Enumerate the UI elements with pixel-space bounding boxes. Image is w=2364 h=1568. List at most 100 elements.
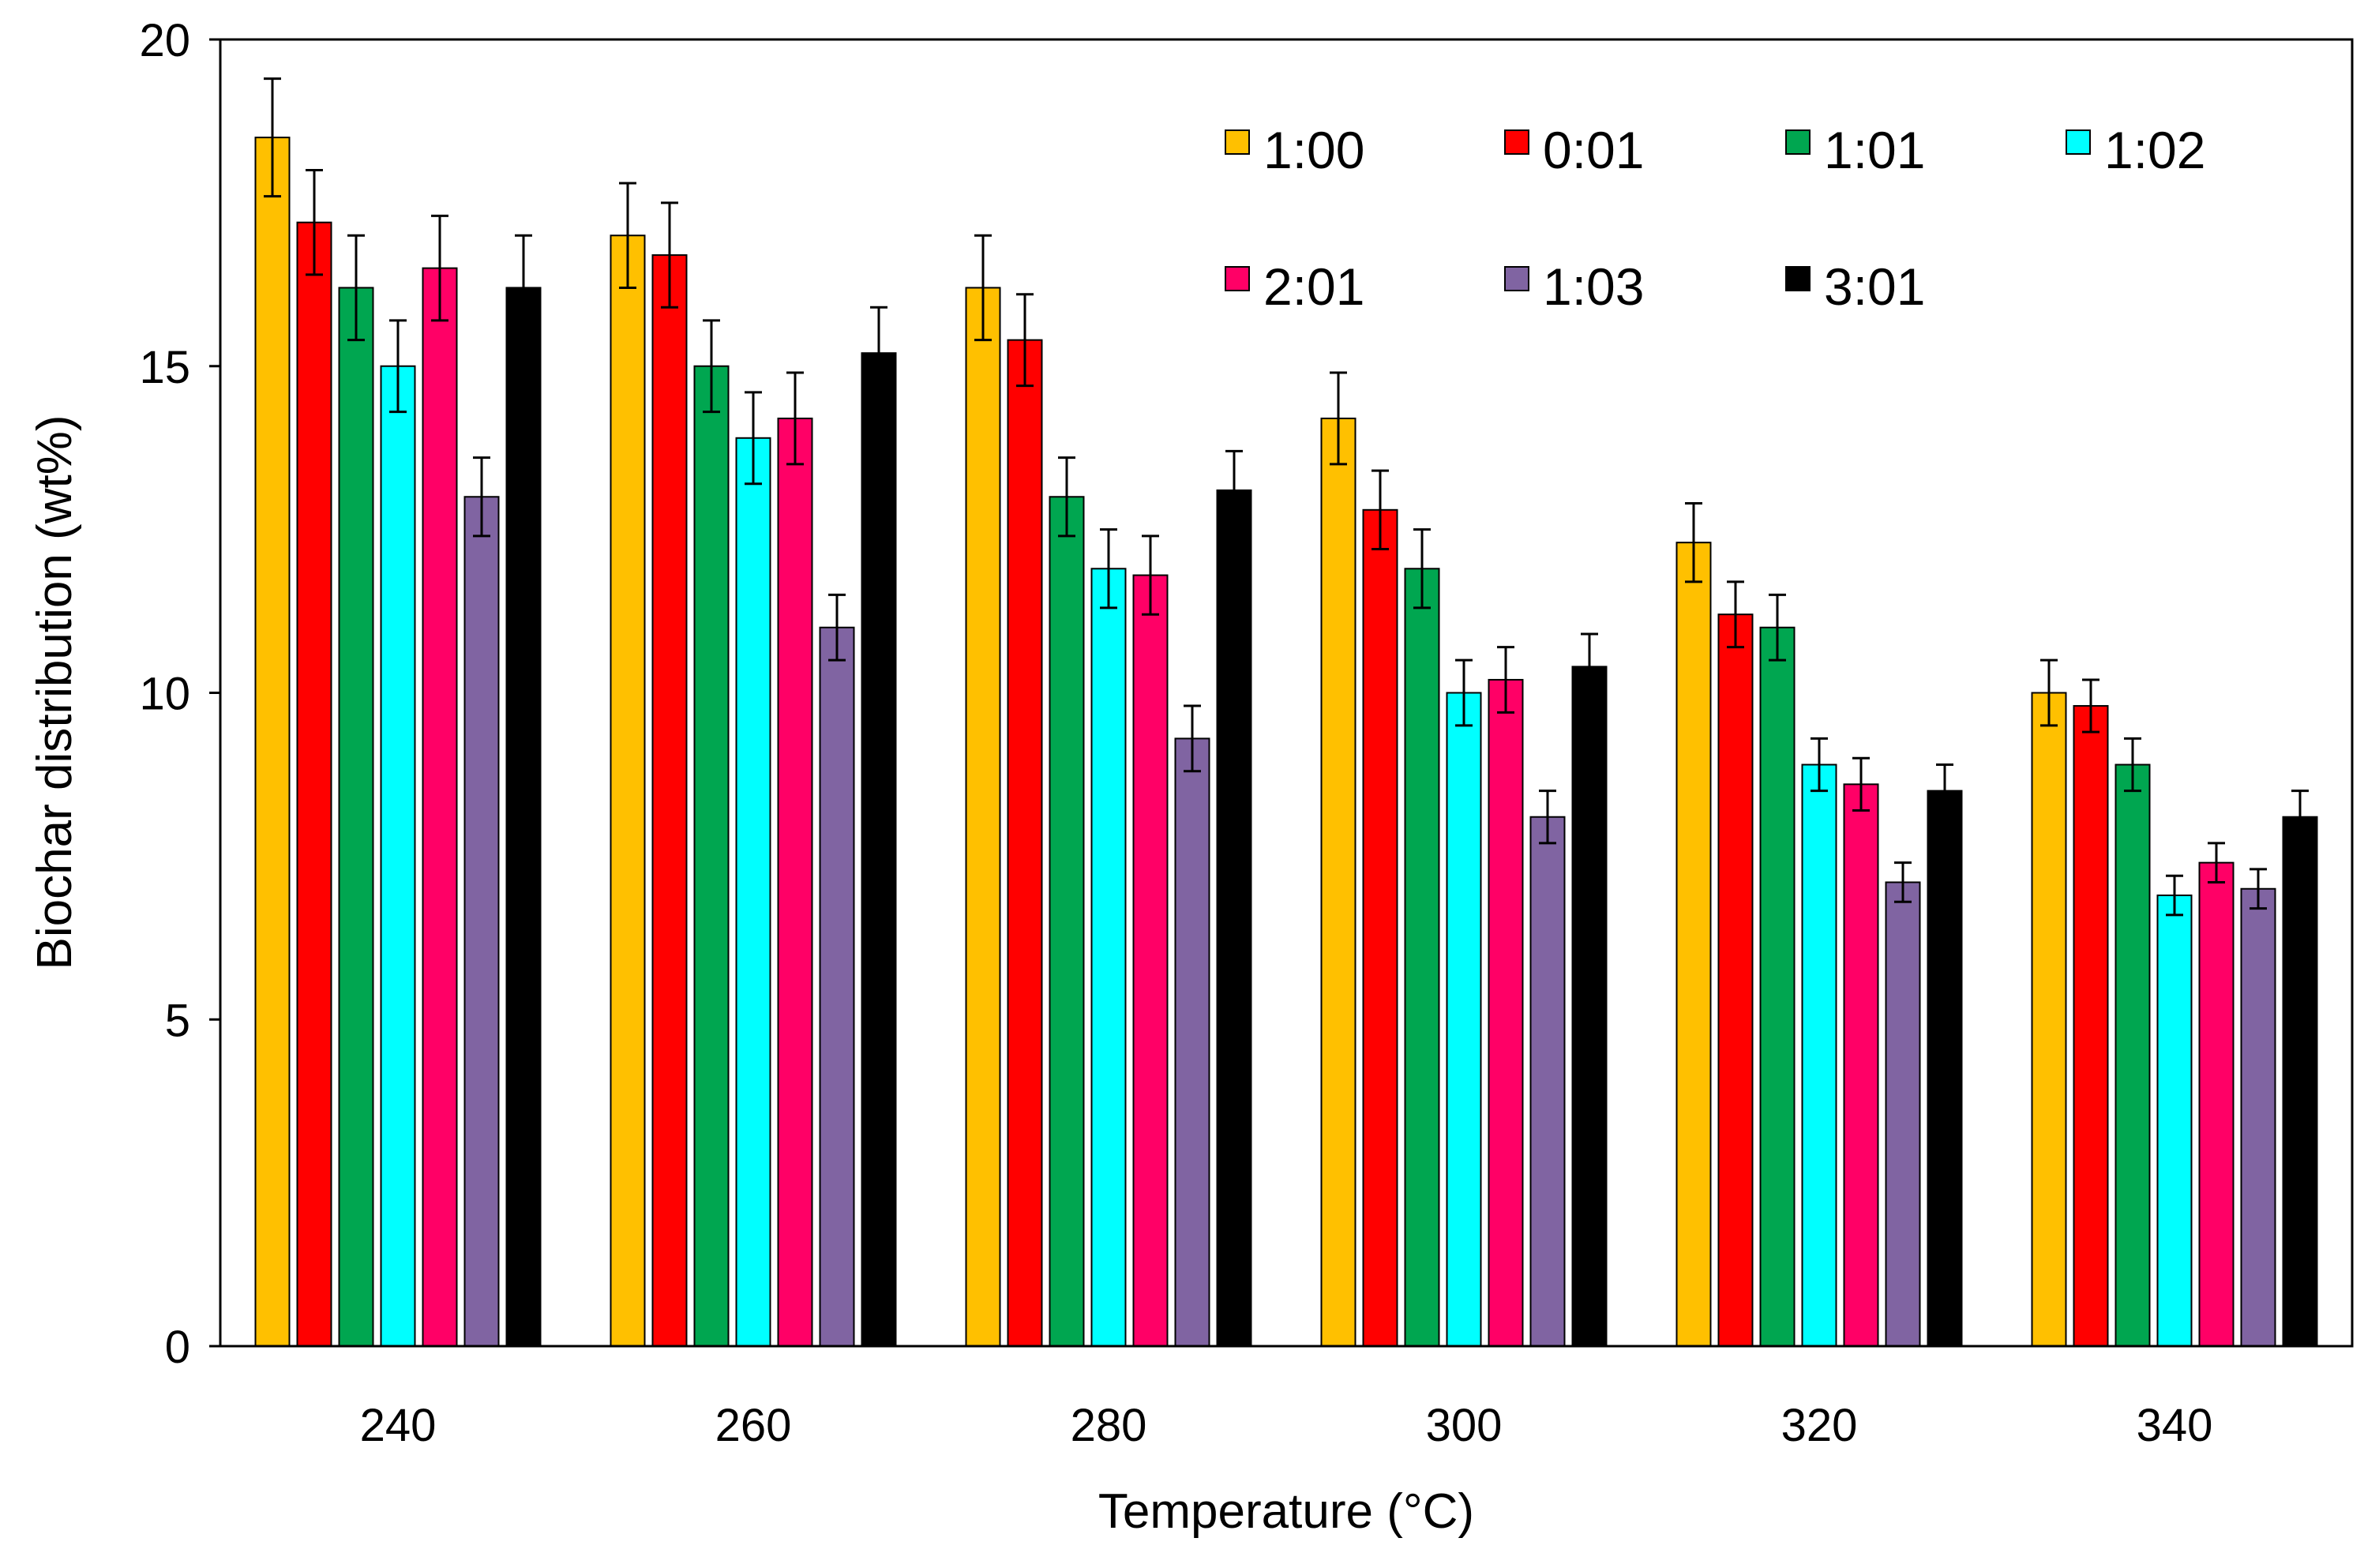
error-bar-260-series-6 (828, 593, 846, 662)
bar-300-series-1 (1320, 417, 1356, 1348)
legend-label: 0:01 (1543, 121, 1644, 179)
error-bar-340-series-2 (2082, 678, 2099, 733)
x-tick-label: 320 (1781, 1400, 1858, 1451)
error-bar-300-series-7 (1581, 632, 1598, 701)
x-tick-label: 260 (715, 1400, 792, 1451)
error-bar-300-series-3 (1413, 528, 1431, 610)
bar-260-series-3 (693, 365, 730, 1347)
legend-label: 1:03 (1543, 257, 1644, 316)
x-tick-label: 280 (1071, 1400, 1147, 1451)
error-bar-300-series-2 (1371, 469, 1389, 550)
legend-swatch (1785, 266, 1811, 291)
error-bar-320-series-1 (1685, 502, 1702, 583)
bar-280-series-5 (1132, 574, 1169, 1347)
bar-320-series-2 (1717, 613, 1754, 1347)
y-tick-label: 0 (165, 1322, 190, 1373)
error-bar-240-series-6 (473, 456, 490, 538)
bar-280-series-4 (1090, 568, 1127, 1347)
bar-240-series-1 (254, 137, 291, 1347)
bar-240-series-3 (338, 287, 374, 1348)
error-bar-280-series-7 (1225, 449, 1243, 531)
bar-260-series-2 (651, 254, 688, 1348)
error-bar-340-series-3 (2124, 737, 2141, 793)
bar-260-series-6 (819, 626, 855, 1347)
bar-340-series-6 (2240, 887, 2276, 1347)
error-bar-320-series-4 (1811, 737, 1828, 793)
legend-item-5: 2:01 (1225, 257, 1364, 316)
legend-swatch (1785, 129, 1811, 155)
bar-240-series-7 (505, 287, 542, 1348)
bar-340-series-4 (2156, 895, 2193, 1347)
legend-swatch (1225, 129, 1250, 155)
bar-240-series-5 (422, 267, 458, 1347)
bar-280-series-1 (965, 287, 1001, 1348)
bar-300-series-3 (1404, 568, 1440, 1347)
legend-label: 2:01 (1263, 257, 1364, 316)
legend-item-3: 1:01 (1785, 121, 1925, 179)
bar-320-series-5 (1843, 783, 1879, 1347)
y-tick-label: 20 (139, 15, 190, 66)
legend-item-4: 1:02 (2066, 121, 2205, 179)
error-bar-280-series-5 (1142, 535, 1159, 616)
x-axis-ticks: 240 260 280 300 320 340 (360, 1400, 2213, 1451)
legend-swatch (1504, 266, 1529, 291)
bar-300-series-6 (1529, 816, 1566, 1347)
error-bar-340-series-6 (2250, 868, 2267, 910)
bar-320-series-3 (1759, 626, 1796, 1347)
error-bar-340-series-4 (2166, 874, 2183, 917)
error-bar-340-series-1 (2040, 658, 2058, 727)
y-tick-label: 5 (165, 995, 190, 1046)
legend-item-7: 3:01 (1785, 257, 1925, 316)
error-bar-340-series-5 (2208, 842, 2225, 883)
error-bar-320-series-2 (1727, 580, 1744, 649)
bar-240-series-2 (296, 221, 332, 1348)
bar-340-series-1 (2031, 692, 2067, 1347)
bar-280-series-3 (1049, 496, 1085, 1347)
bar-300-series-5 (1488, 678, 1524, 1347)
error-bar-260-series-5 (786, 371, 804, 466)
error-bar-260-series-4 (745, 391, 762, 486)
error-bars-layer (264, 77, 2309, 917)
bar-260-series-7 (861, 352, 897, 1348)
legend-swatch (2066, 129, 2091, 155)
error-bar-260-series-2 (661, 201, 678, 309)
bars-layer (254, 137, 2318, 1348)
bar-260-series-5 (777, 417, 813, 1348)
bar-320-series-6 (1885, 881, 1921, 1347)
error-bar-300-series-6 (1539, 790, 1556, 845)
bar-280-series-7 (1216, 489, 1252, 1347)
legend-label: 1:02 (2104, 121, 2205, 179)
bar-320-series-1 (1675, 542, 1712, 1347)
x-axis-title: Temperature (°C) (1098, 1484, 1474, 1539)
error-bar-280-series-6 (1184, 704, 1201, 773)
legend-item-6: 1:03 (1504, 257, 1644, 316)
legend-item-1: 1:00 (1225, 121, 1364, 179)
error-bar-340-series-7 (2291, 790, 2309, 845)
legend-label: 1:00 (1263, 121, 1364, 179)
legend-label: 1:01 (1824, 121, 1925, 179)
error-bar-260-series-7 (870, 306, 887, 400)
bar-340-series-3 (2114, 763, 2151, 1347)
bar-300-series-2 (1362, 508, 1398, 1347)
y-tick-label: 15 (139, 342, 190, 393)
error-bar-280-series-1 (974, 234, 992, 342)
x-tick-label: 240 (360, 1400, 437, 1451)
error-bar-300-series-1 (1330, 371, 1347, 466)
bar-280-series-2 (1007, 339, 1043, 1347)
error-bar-260-series-1 (619, 182, 636, 289)
error-bar-240-series-4 (389, 319, 407, 414)
legend-item-2: 0:01 (1504, 121, 1644, 179)
bar-300-series-7 (1571, 666, 1608, 1347)
error-bar-320-series-6 (1894, 861, 1912, 903)
error-bar-240-series-7 (515, 234, 532, 342)
y-axis-title: Biochar distribution (wt%) (28, 415, 82, 970)
error-bar-300-series-5 (1497, 646, 1514, 714)
bar-240-series-4 (380, 365, 416, 1347)
legend: 1:00 0:01 1:01 1:02 2:01 1:03 3:01 (1225, 121, 2205, 316)
error-bar-320-series-5 (1852, 756, 1870, 812)
bar-320-series-4 (1801, 763, 1837, 1347)
bar-260-series-4 (735, 437, 771, 1347)
y-tick-label: 10 (139, 669, 190, 720)
